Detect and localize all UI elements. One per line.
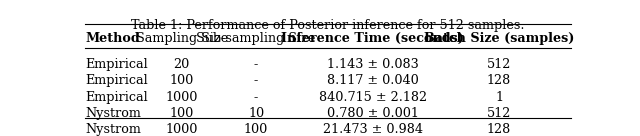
Text: 1: 1: [495, 91, 503, 104]
Text: 0.780 ± 0.001: 0.780 ± 0.001: [326, 107, 419, 120]
Text: Method: Method: [85, 32, 140, 45]
Text: Nystrom: Nystrom: [85, 123, 141, 136]
Text: 100: 100: [170, 107, 194, 120]
Text: 1.143 ± 0.083: 1.143 ± 0.083: [327, 58, 419, 71]
Text: 100: 100: [244, 123, 268, 136]
Text: 100: 100: [170, 74, 194, 87]
Text: Empirical: Empirical: [85, 91, 148, 104]
Text: 8.117 ± 0.040: 8.117 ± 0.040: [327, 74, 419, 87]
Text: 512: 512: [487, 107, 511, 120]
Text: 128: 128: [487, 74, 511, 87]
Text: Nystrom: Nystrom: [85, 107, 141, 120]
Text: 10: 10: [248, 107, 264, 120]
Text: Sampling Size: Sampling Size: [136, 32, 228, 45]
Text: -: -: [254, 58, 258, 71]
Text: 840.715 ± 2.182: 840.715 ± 2.182: [319, 91, 427, 104]
Text: Empirical: Empirical: [85, 58, 148, 71]
Text: Batch Size (samples): Batch Size (samples): [424, 32, 574, 45]
Text: Table 1: Performance of Posterior inference for 512 samples.: Table 1: Performance of Posterior infere…: [131, 19, 525, 33]
Text: 1000: 1000: [166, 91, 198, 104]
Text: 512: 512: [487, 58, 511, 71]
Text: -: -: [254, 74, 258, 87]
Text: 20: 20: [173, 58, 190, 71]
Text: Sub-sampling Size: Sub-sampling Size: [196, 32, 316, 45]
Text: 21.473 ± 0.984: 21.473 ± 0.984: [323, 123, 422, 136]
Text: Empirical: Empirical: [85, 74, 148, 87]
Text: 1000: 1000: [166, 123, 198, 136]
Text: 128: 128: [487, 123, 511, 136]
Text: Inference Time (seconds): Inference Time (seconds): [281, 32, 464, 45]
Text: -: -: [254, 91, 258, 104]
